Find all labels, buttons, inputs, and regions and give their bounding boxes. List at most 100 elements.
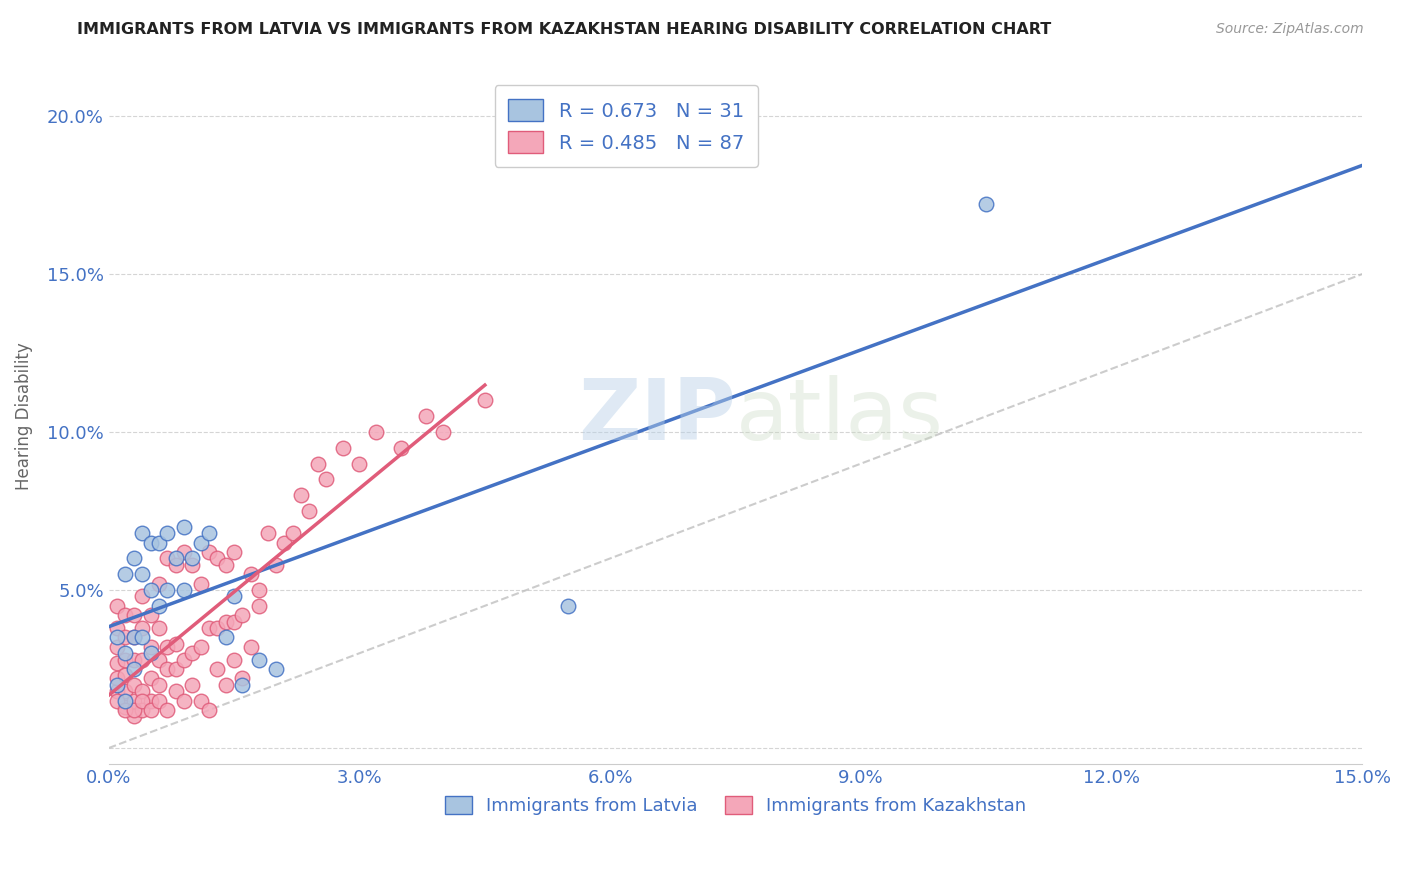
Point xyxy=(105,621,128,635)
Point xyxy=(239,567,262,582)
Point xyxy=(173,582,195,597)
Point xyxy=(332,441,354,455)
Point xyxy=(181,678,204,692)
Point xyxy=(207,551,229,566)
Point xyxy=(224,652,246,666)
Point xyxy=(264,558,287,572)
Point xyxy=(247,599,270,613)
Point xyxy=(122,678,145,692)
Point xyxy=(114,608,136,623)
Point xyxy=(173,545,195,559)
Point xyxy=(474,393,496,408)
Point xyxy=(207,662,229,676)
Point xyxy=(114,652,136,666)
Point xyxy=(190,535,212,549)
Text: Source: ZipAtlas.com: Source: ZipAtlas.com xyxy=(1216,22,1364,37)
Point xyxy=(307,457,329,471)
Point xyxy=(165,551,187,566)
Point xyxy=(131,567,153,582)
Point xyxy=(976,197,998,211)
Point xyxy=(264,662,287,676)
Point xyxy=(224,545,246,559)
Point xyxy=(131,684,153,698)
Point xyxy=(139,693,162,707)
Point xyxy=(181,646,204,660)
Point xyxy=(165,662,187,676)
Point xyxy=(148,535,170,549)
Point xyxy=(131,631,153,645)
Point xyxy=(122,631,145,645)
Point xyxy=(122,608,145,623)
Point xyxy=(114,668,136,682)
Point xyxy=(165,637,187,651)
Point xyxy=(139,703,162,717)
Point xyxy=(139,672,162,686)
Point xyxy=(114,631,136,645)
Point xyxy=(181,551,204,566)
Point xyxy=(131,693,153,707)
Point xyxy=(366,425,388,439)
Point xyxy=(215,678,238,692)
Point xyxy=(114,703,136,717)
Text: ZIP: ZIP xyxy=(578,375,735,458)
Point xyxy=(156,662,179,676)
Point xyxy=(148,652,170,666)
Point xyxy=(156,582,179,597)
Point xyxy=(224,615,246,629)
Point xyxy=(273,535,295,549)
Point xyxy=(156,640,179,654)
Point xyxy=(131,526,153,541)
Point xyxy=(105,684,128,698)
Point xyxy=(190,693,212,707)
Point xyxy=(207,621,229,635)
Point xyxy=(131,703,153,717)
Y-axis label: Hearing Disability: Hearing Disability xyxy=(15,343,32,490)
Point xyxy=(122,652,145,666)
Point xyxy=(315,472,337,486)
Text: atlas: atlas xyxy=(735,375,943,458)
Point xyxy=(215,615,238,629)
Point xyxy=(173,520,195,534)
Point xyxy=(173,693,195,707)
Point xyxy=(148,576,170,591)
Point xyxy=(389,441,412,455)
Point xyxy=(122,631,145,645)
Point xyxy=(139,608,162,623)
Point xyxy=(231,678,253,692)
Point xyxy=(114,700,136,714)
Point xyxy=(156,551,179,566)
Point xyxy=(165,684,187,698)
Point xyxy=(290,488,312,502)
Point xyxy=(105,693,128,707)
Point xyxy=(148,599,170,613)
Point xyxy=(256,526,278,541)
Point xyxy=(139,582,162,597)
Point xyxy=(156,703,179,717)
Point xyxy=(198,526,221,541)
Point xyxy=(105,631,128,645)
Point xyxy=(165,558,187,572)
Point xyxy=(148,678,170,692)
Point xyxy=(298,504,321,518)
Point xyxy=(215,558,238,572)
Point xyxy=(239,640,262,654)
Point xyxy=(198,703,221,717)
Point xyxy=(148,693,170,707)
Point xyxy=(198,545,221,559)
Point xyxy=(122,551,145,566)
Point xyxy=(231,608,253,623)
Point xyxy=(349,457,371,471)
Point xyxy=(139,646,162,660)
Point xyxy=(105,640,128,654)
Point xyxy=(190,576,212,591)
Point xyxy=(190,640,212,654)
Point xyxy=(105,599,128,613)
Point xyxy=(105,672,128,686)
Point xyxy=(173,652,195,666)
Point xyxy=(114,693,136,707)
Point xyxy=(122,703,145,717)
Point xyxy=(122,709,145,723)
Point xyxy=(114,684,136,698)
Point xyxy=(105,656,128,670)
Point xyxy=(131,590,153,604)
